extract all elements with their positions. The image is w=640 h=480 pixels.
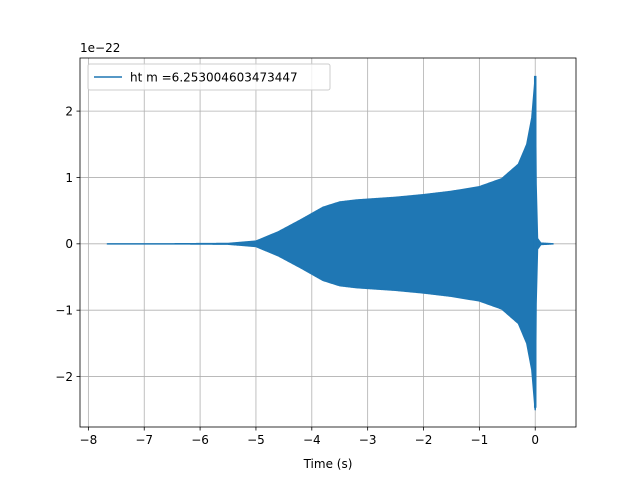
y-tick-label: 1 [65, 171, 73, 185]
y-tick-label: −1 [55, 303, 73, 317]
legend-box [87, 63, 331, 91]
x-tick-label: −2 [415, 433, 433, 447]
y-axis-offset-label: 1e−22 [80, 41, 120, 55]
x-axis: −8 −7 −6 −5 −4 −3 −2 −1 0 [80, 427, 539, 447]
x-tick-label: 0 [531, 433, 539, 447]
y-tick-label: −2 [55, 370, 73, 384]
y-tick-label: 2 [65, 104, 73, 118]
x-tick-label: −7 [135, 433, 153, 447]
x-axis-label: Time (s) [303, 457, 353, 471]
legend-entry-label: ht m =6.253004603473447 [130, 71, 298, 85]
axes-frame [79, 57, 577, 428]
legend: ht m =6.253004603473447 [87, 63, 331, 91]
x-tick-label: −1 [471, 433, 489, 447]
x-tick-label: −6 [191, 433, 209, 447]
y-axis: −2 −1 0 1 2 [55, 104, 80, 384]
x-tick-label: −3 [359, 433, 377, 447]
x-tick-label: −8 [80, 433, 98, 447]
y-tick-label: 0 [65, 237, 73, 251]
x-tick-label: −5 [247, 433, 265, 447]
waveform-series [106, 77, 554, 411]
plot-area [106, 75, 554, 411]
x-tick-label: −4 [303, 433, 321, 447]
